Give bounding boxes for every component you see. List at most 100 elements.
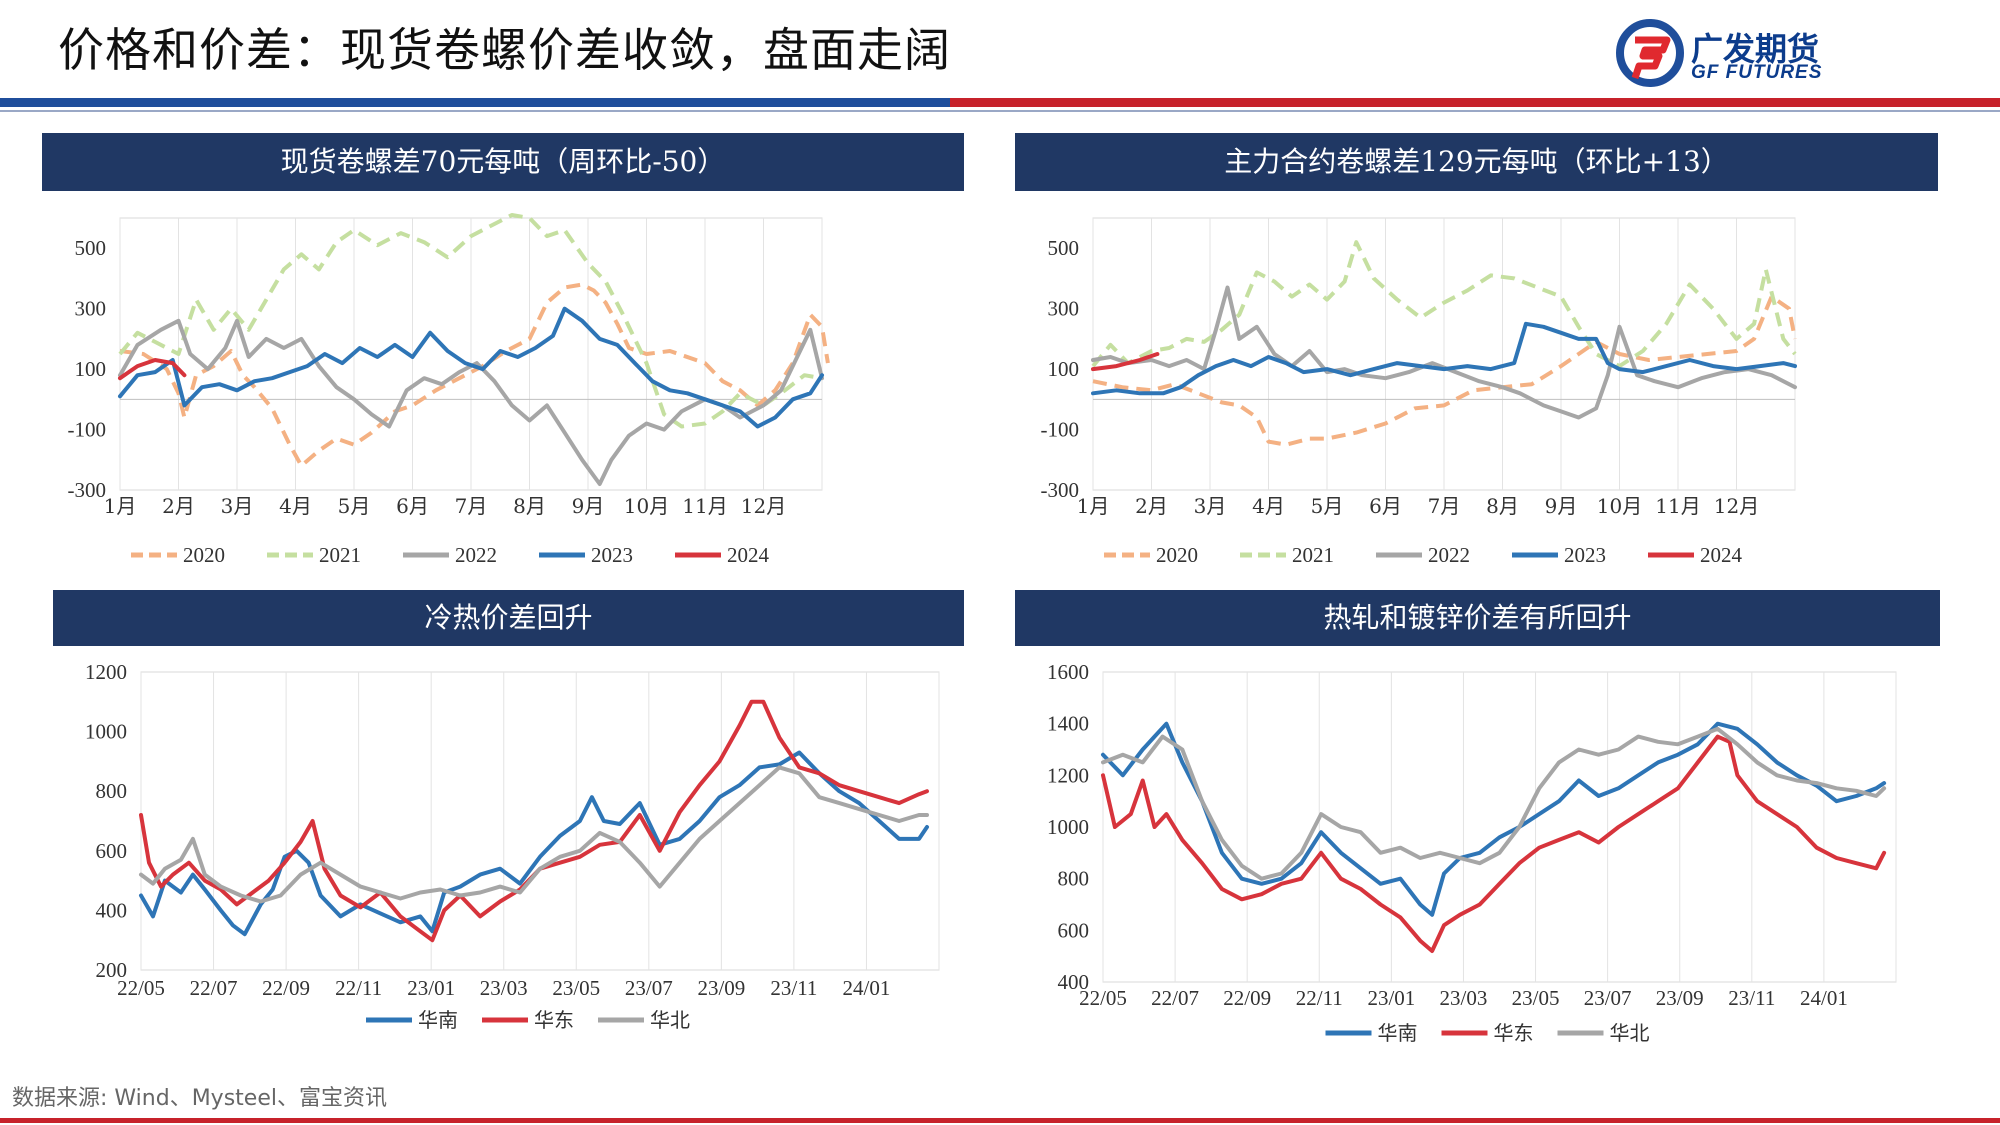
x-tick-label: 4月 bbox=[279, 494, 312, 518]
y-tick-label: -300 bbox=[1041, 478, 1080, 502]
x-tick-label: 23/07 bbox=[625, 976, 673, 1000]
series-line-华南 bbox=[139, 750, 929, 937]
x-tick-label: 23/01 bbox=[1367, 986, 1415, 1010]
footer-line bbox=[0, 1118, 2000, 1123]
series-line-华南 bbox=[1101, 721, 1887, 917]
y-tick-label: 400 bbox=[96, 898, 128, 922]
y-tick-label: 1000 bbox=[85, 720, 127, 744]
y-tick-label: 400 bbox=[1058, 970, 1090, 994]
chart-cold-hot-spread: 22/05 22/07 22/09 22/11 23/01 23/03 23/05 23/07… bbox=[85, 660, 940, 1032]
y-tick-label: -300 bbox=[68, 478, 107, 502]
x-tick-label: 2月 bbox=[162, 494, 195, 518]
x-tick-label: 22/05 bbox=[1079, 986, 1127, 1010]
logo-text-en: GF FUTURES bbox=[1691, 62, 1823, 83]
y-tick-label: 1200 bbox=[85, 660, 127, 684]
x-tick-label: 23/07 bbox=[1584, 986, 1632, 1010]
x-tick-label: 10月 bbox=[1597, 494, 1642, 518]
series-line-华东 bbox=[1101, 734, 1887, 953]
x-tick-label: 23/09 bbox=[1656, 986, 1704, 1010]
x-tick-label: 6月 bbox=[1369, 494, 1402, 518]
x-tick-label: 1月 bbox=[1077, 494, 1110, 518]
x-tick-label: 11月 bbox=[1655, 494, 1700, 518]
y-tick-label: 1000 bbox=[1047, 815, 1089, 839]
x-tick-label: 8月 bbox=[1486, 494, 1519, 518]
x-tick-label: 22/11 bbox=[1296, 986, 1343, 1010]
chart-title-cold-hot-spread: 冷热价差回升 bbox=[53, 590, 964, 646]
legend-label-2024: 2024 bbox=[1700, 543, 1743, 567]
data-source: 数据来源: Wind、Mysteel、富宝资讯 bbox=[12, 1086, 387, 1111]
gf-futures-logo: 广发期货 GF FUTURES bbox=[1615, 18, 1855, 88]
series-line-2024 bbox=[118, 358, 187, 381]
x-tick-label: 8月 bbox=[513, 494, 546, 518]
x-tick-label: 22/09 bbox=[262, 976, 310, 1000]
x-tick-label: 24/01 bbox=[843, 976, 891, 1000]
y-tick-label: 500 bbox=[1048, 236, 1080, 260]
y-tick-label: 100 bbox=[1048, 357, 1080, 381]
legend-label-2021: 2021 bbox=[319, 543, 361, 567]
plot-area bbox=[140, 671, 940, 971]
y-tick-label: 300 bbox=[75, 297, 107, 321]
legend-label-2020: 2020 bbox=[183, 543, 225, 567]
series-line-2021 bbox=[118, 213, 823, 429]
x-tick-label: 5月 bbox=[338, 494, 371, 518]
chart-title-spot-spread: 现货卷螺差70元每吨（周环比-50） bbox=[42, 133, 964, 191]
x-tick-label: 22/11 bbox=[335, 976, 382, 1000]
x-tick-label: 23/11 bbox=[1728, 986, 1775, 1010]
y-tick-label: 600 bbox=[96, 839, 128, 863]
x-tick-label: 9月 bbox=[572, 494, 605, 518]
y-tick-label: 100 bbox=[75, 357, 107, 381]
x-tick-label: 10月 bbox=[624, 494, 669, 518]
series-line-2020 bbox=[1092, 294, 1797, 447]
x-tick-label: 22/07 bbox=[190, 976, 238, 1000]
y-tick-label: 1200 bbox=[1047, 763, 1089, 787]
x-tick-label: 23/01 bbox=[407, 976, 455, 1000]
header-divider bbox=[0, 110, 2000, 112]
x-tick-label: 23/05 bbox=[1512, 986, 1560, 1010]
x-tick-label: 3月 bbox=[1194, 494, 1227, 518]
legend-label-华南: 华南 bbox=[1378, 1021, 1418, 1045]
legend-label-2020: 2020 bbox=[1156, 543, 1198, 567]
y-tick-label: 1400 bbox=[1047, 712, 1089, 736]
y-tick-label: 800 bbox=[1058, 867, 1090, 891]
x-tick-label: 5月 bbox=[1311, 494, 1344, 518]
header-band-red bbox=[950, 98, 2000, 107]
chart-title-hot-galv-spread: 热轧和镀锌价差有所回升 bbox=[1015, 590, 1940, 646]
y-tick-label: 600 bbox=[1058, 918, 1090, 942]
legend-label-华东: 华东 bbox=[1494, 1021, 1534, 1045]
legend-label-2022: 2022 bbox=[1428, 543, 1470, 567]
x-tick-label: 11月 bbox=[682, 494, 727, 518]
series-line-华北 bbox=[1101, 726, 1887, 881]
y-tick-label: 800 bbox=[96, 779, 128, 803]
series-line-2020 bbox=[119, 282, 830, 468]
series-line-2024 bbox=[1091, 352, 1160, 372]
gf-logo-icon bbox=[1616, 19, 1684, 87]
header-band-blue bbox=[0, 98, 950, 107]
x-tick-label: 4月 bbox=[1252, 494, 1285, 518]
x-tick-label: 23/03 bbox=[480, 976, 528, 1000]
legend-label-华北: 华北 bbox=[1610, 1021, 1650, 1045]
chart-futures-coil-rebar-spread: 1月 2月 3月 4月 5月 6月 7月 8月 9月 10月 11月 12月 500 300 100 -100… bbox=[1041, 217, 1797, 567]
logo-text-cn: 广发期货 bbox=[1691, 30, 1820, 68]
plot-area bbox=[1102, 671, 1897, 983]
y-tick-label: 200 bbox=[96, 958, 128, 982]
x-tick-label: 22/09 bbox=[1223, 986, 1271, 1010]
x-tick-label: 23/03 bbox=[1440, 986, 1488, 1010]
x-tick-label: 12月 bbox=[1714, 494, 1759, 518]
series-line-2023 bbox=[1091, 321, 1797, 396]
y-tick-label: -100 bbox=[1041, 418, 1080, 442]
series-line-2023 bbox=[118, 306, 824, 429]
x-tick-label: 2月 bbox=[1135, 494, 1168, 518]
y-tick-label: -100 bbox=[68, 418, 107, 442]
x-tick-label: 6月 bbox=[396, 494, 429, 518]
y-tick-label: 300 bbox=[1048, 297, 1080, 321]
x-tick-label: 3月 bbox=[221, 494, 254, 518]
legend-label-华北: 华北 bbox=[650, 1008, 690, 1032]
x-tick-label: 23/09 bbox=[697, 976, 745, 1000]
x-tick-label: 7月 bbox=[455, 494, 488, 518]
chart-title-futures-spread: 主力合约卷螺差129元每吨（环比+13） bbox=[1015, 133, 1938, 191]
chart-spot-coil-rebar-spread: 1月 2月 3月 4月 5月 6月 7月 8月 9月 10月 11月 12月 500 300 100 -100… bbox=[68, 213, 830, 567]
x-tick-label: 9月 bbox=[1545, 494, 1578, 518]
x-tick-label: 22/05 bbox=[117, 976, 165, 1000]
y-tick-label: 1600 bbox=[1047, 660, 1089, 684]
x-tick-label: 1月 bbox=[104, 494, 137, 518]
